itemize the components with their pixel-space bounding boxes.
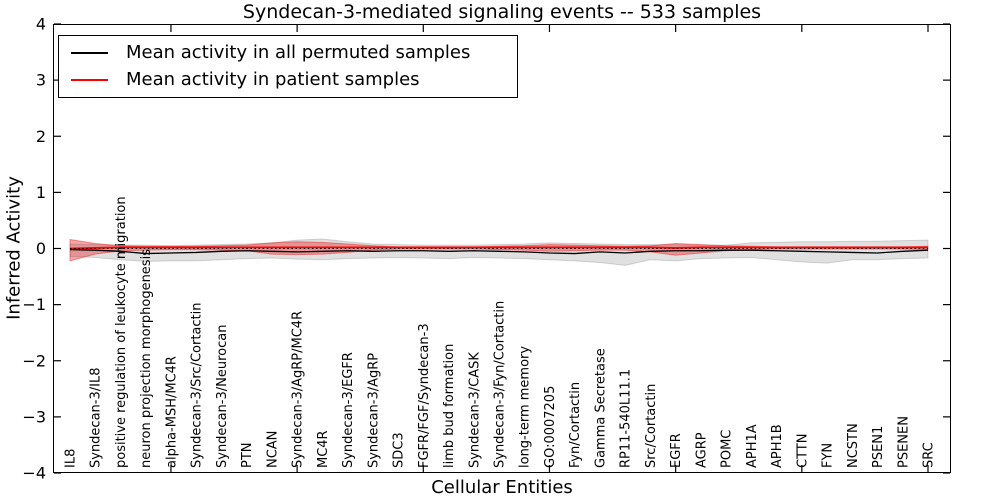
permuted-line-swatch <box>71 52 108 54</box>
y-tick-label: −2 <box>22 351 46 370</box>
x-tick-label: limb bud formation <box>442 344 457 468</box>
chart-title: Syndecan-3-mediated signaling events -- … <box>242 1 762 23</box>
x-tick-label: long-term memory <box>518 346 533 468</box>
y-tick-label: 4 <box>36 15 46 34</box>
x-tick-label: MC4R <box>316 430 331 468</box>
y-tick-label: −4 <box>22 464 46 483</box>
y-tick-label: 3 <box>36 71 46 90</box>
x-tick-label: Gamma Secretase <box>593 348 608 468</box>
x-tick-label: Syndecan-3/EGFR <box>341 352 356 468</box>
x-axis-label: Cellular Entities <box>431 477 573 498</box>
x-tick-label: Syndecan-3/Neurocan <box>215 325 230 468</box>
x-tick-label: SDC3 <box>392 432 407 468</box>
x-tick-label: IL8 <box>64 449 79 468</box>
y-tick-label: −1 <box>22 295 46 314</box>
x-tick-label: alpha-MSH/MC4R <box>164 356 179 468</box>
patient-mean-line <box>69 246 928 250</box>
patient-std-band <box>69 238 929 262</box>
x-tick-label: positive regulation of leukocyte migrati… <box>114 196 129 468</box>
x-tick-label: POMC <box>720 430 735 468</box>
y-tick-label: 0 <box>36 239 46 258</box>
permuted-mean-line <box>69 248 929 255</box>
legend: Mean activity in all permuted samples Me… <box>58 35 518 98</box>
x-tick-label: Syndecan-3/Fyn/Cortactin <box>493 301 508 468</box>
y-tick-label: −3 <box>22 407 46 426</box>
x-tick-label: Fyn/Cortactin <box>568 382 583 468</box>
y-tick-label: 2 <box>36 127 46 146</box>
x-tick-label: Syndecan-3/IL8 <box>89 368 104 468</box>
x-tick-label: Syndecan-3/Src/Cortactin <box>190 302 205 468</box>
patient-line-swatch <box>71 79 108 81</box>
x-tick-label: Syndecan-3/AgRP <box>366 353 381 468</box>
x-tick-label: APH1B <box>770 424 785 468</box>
x-tick-label: PTN <box>240 442 255 468</box>
x-tick-label: EGFR <box>669 433 684 468</box>
x-tick-label: SRC <box>922 442 937 468</box>
x-tick-label: RP11-540L11.1 <box>619 369 634 468</box>
legend-entry-patient: Mean activity in patient samples <box>71 70 517 90</box>
x-tick-label: FGFR/FGF/Syndecan-3 <box>417 323 432 468</box>
x-tick-label: neuron projection morphogenesis <box>139 249 154 468</box>
x-tick-label: Syndecan-3/AgRP/MC4R <box>291 311 306 468</box>
permuted-std-band <box>69 238 929 266</box>
y-axis-label: Inferred Activity <box>3 176 25 320</box>
legend-label-permuted: Mean activity in all permuted samples <box>126 42 471 63</box>
x-tick-label: Src/Cortactin <box>644 384 659 468</box>
x-tick-label: APH1A <box>745 424 760 468</box>
x-tick-label: PSEN1 <box>871 426 886 468</box>
legend-label-patient: Mean activity in patient samples <box>126 69 420 90</box>
y-tick-label: 1 <box>36 183 46 202</box>
x-tick-label: Syndecan-3/CASK <box>467 352 482 468</box>
axes-frame <box>52 23 952 474</box>
legend-entry-permuted: Mean activity in all permuted samples <box>71 43 517 63</box>
x-tick-label: NCAN <box>265 431 280 468</box>
x-tick-label: CTTN <box>795 434 810 468</box>
x-tick-label: FYN <box>821 443 836 468</box>
x-tick-label: GO:0007205 <box>543 386 558 468</box>
x-tick-label: PSENEN <box>896 416 911 468</box>
x-tick-label: AGRP <box>694 432 709 468</box>
x-tick-label: NCSTN <box>846 423 861 468</box>
